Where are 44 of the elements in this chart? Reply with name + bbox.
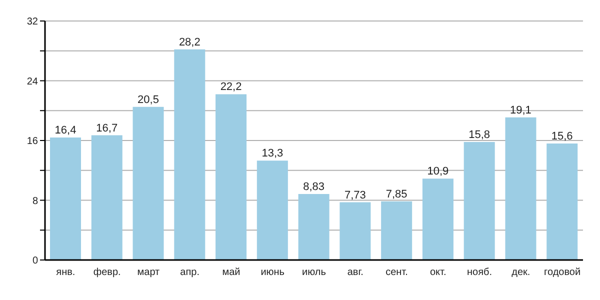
bar: [50, 138, 81, 260]
x-tick-label: янв.: [56, 267, 76, 278]
x-tick-label: март: [137, 267, 160, 278]
data-label: 19,1: [510, 104, 532, 116]
bar: [546, 143, 578, 260]
y-tick-label: 0: [32, 256, 38, 267]
bar: [256, 160, 288, 260]
data-label: 10,9: [427, 166, 449, 178]
x-tick-label: февр.: [93, 267, 121, 278]
bar: [505, 117, 536, 260]
y-tick-label: 32: [26, 16, 38, 28]
bar: [464, 142, 495, 260]
bar: [381, 201, 412, 260]
bar: [174, 49, 206, 260]
data-label: 22,2: [220, 81, 242, 94]
x-tick-label: сент.: [386, 267, 408, 278]
x-tick-label: годовой: [544, 267, 581, 278]
x-tick-label: нояб.: [467, 267, 492, 278]
data-label: 7,85: [386, 188, 408, 200]
x-tick-label: май: [222, 267, 240, 278]
bar: [298, 194, 330, 260]
data-label: 13,3: [262, 148, 284, 160]
y-tick-label: 8: [32, 196, 38, 207]
data-label: 15,6: [551, 130, 573, 142]
x-tick-label: июль: [302, 267, 326, 278]
bar: [422, 178, 454, 260]
bar: [340, 202, 371, 260]
x-tick-label: дек.: [512, 267, 530, 278]
y-tick-label: 24: [26, 76, 38, 88]
x-tick-label: окт.: [430, 267, 446, 278]
data-label: 7,73: [344, 189, 366, 202]
bar: [216, 94, 247, 260]
data-label: 15,8: [468, 128, 490, 141]
data-label: 8,83: [303, 181, 325, 194]
data-label: 28,2: [178, 36, 200, 48]
x-tick-label: авг.: [347, 267, 364, 278]
x-tick-label: июнь: [260, 267, 285, 278]
data-label: 16,7: [96, 122, 118, 134]
data-label: 20,5: [138, 94, 159, 106]
y-tick-label: 16: [26, 136, 38, 148]
data-label: 16,4: [54, 124, 76, 137]
bar: [91, 135, 122, 260]
bar: [132, 106, 164, 260]
x-tick-label: апр.: [180, 267, 200, 278]
